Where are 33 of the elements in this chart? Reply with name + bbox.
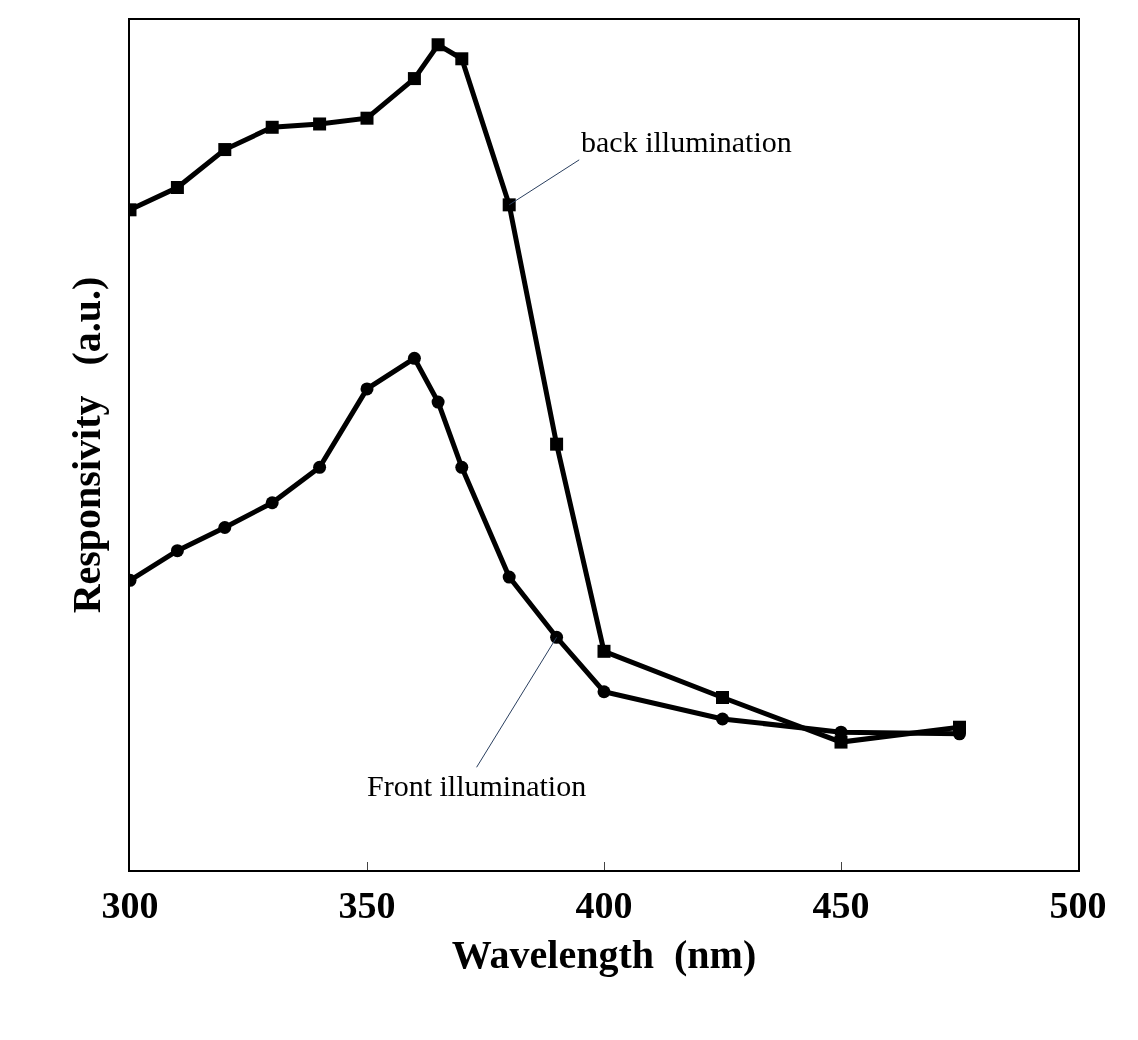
point (170, 181, 184, 195)
x-axis-title: Wavelength (nm) (451, 931, 757, 977)
annotation: Front illumination (367, 769, 587, 802)
point (597, 644, 611, 658)
point (455, 460, 469, 474)
point (360, 382, 374, 396)
point (597, 685, 611, 699)
x-tick-label: 450 (812, 883, 870, 926)
x-tick-label: 400 (575, 883, 633, 926)
point (313, 117, 327, 131)
point (407, 351, 421, 365)
x-tick-label: 300 (101, 883, 159, 926)
point (431, 395, 445, 409)
point (360, 111, 374, 125)
point (550, 630, 564, 644)
point (502, 198, 516, 212)
point (716, 691, 729, 705)
point (550, 437, 564, 451)
point (313, 460, 327, 474)
point (218, 521, 232, 535)
point (170, 544, 184, 558)
x-tick-label: 500 (1049, 883, 1107, 926)
annotation: back illumination (581, 125, 792, 158)
point (265, 120, 279, 134)
point (455, 52, 469, 66)
x-tick-label: 350 (338, 883, 396, 926)
point (218, 143, 232, 157)
y-axis-title: Responsivity (a.u.) (64, 276, 109, 614)
point (716, 712, 729, 726)
point (407, 72, 421, 86)
point (502, 570, 516, 584)
point (265, 496, 279, 510)
point (431, 38, 445, 52)
